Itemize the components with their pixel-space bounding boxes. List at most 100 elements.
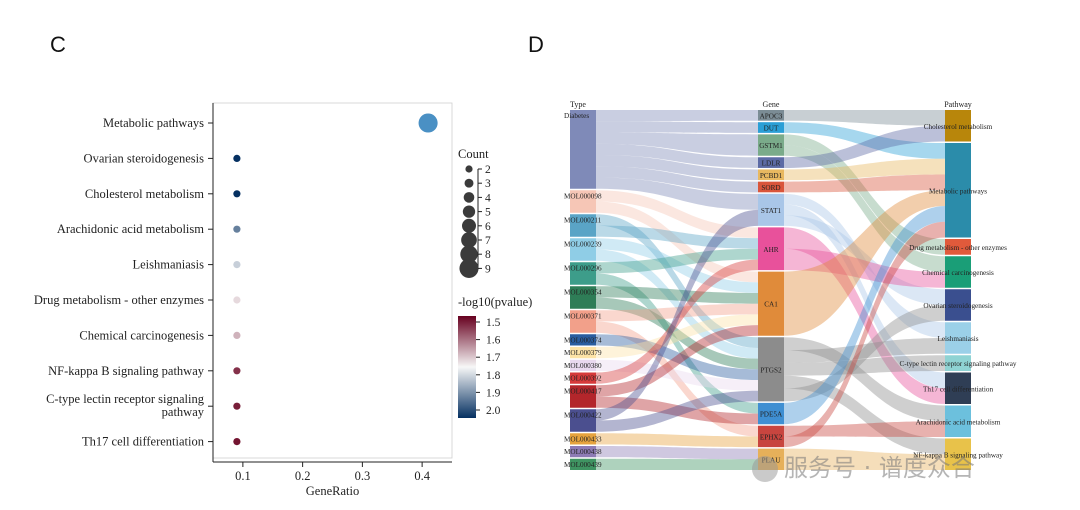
node-label: MOL000211 <box>564 216 602 224</box>
size-legend-label: 2 <box>485 164 491 176</box>
node-label: MOL000239 <box>564 240 602 248</box>
x-tick-label: 0.4 <box>414 469 430 483</box>
color-legend-label: 1.8 <box>486 370 501 382</box>
sankey-node <box>758 169 784 181</box>
sankey-chart: Type Gene Pathway Diabetes MOL000098 MOL00021… <box>564 100 1017 470</box>
node-label: MOL000417 <box>564 387 602 395</box>
sankey-link <box>596 297 758 370</box>
size-legend-circle <box>464 178 474 188</box>
node-label: Drug metabolism - other enzymes <box>909 244 1007 252</box>
sankey-link <box>596 155 758 181</box>
data-point <box>233 438 241 446</box>
y-tick-label: NF-kappa B signaling pathway <box>48 364 205 378</box>
sankey-link <box>784 221 945 448</box>
sankey-link <box>784 190 945 336</box>
sankey-node <box>570 347 596 359</box>
node-label: NF-kappa B signaling pathway <box>913 451 1003 459</box>
sankey-link <box>596 286 758 304</box>
data-point <box>418 113 438 133</box>
data-point <box>233 154 241 162</box>
node-label: MOL000379 <box>564 349 602 357</box>
y-tick-label: Leishmaniasis <box>132 258 204 272</box>
size-legend-circle <box>463 192 475 203</box>
node-label: PCBD1 <box>760 172 783 180</box>
color-legend-label: 1.5 <box>486 317 501 329</box>
sankey-node <box>945 256 971 288</box>
y-tick-label: Cholesterol metabolism <box>85 187 204 201</box>
node-label: PTGS2 <box>760 366 782 374</box>
plot-area <box>212 102 453 459</box>
sankey-node <box>758 122 784 133</box>
size-legend-label: 7 <box>485 235 491 247</box>
data-point <box>233 261 241 269</box>
size-legend-label: 4 <box>485 192 491 204</box>
sankey-node <box>758 402 784 425</box>
column-title: Gene <box>763 100 780 109</box>
sankey-link <box>596 201 758 283</box>
sankey-node <box>758 110 784 121</box>
sankey-link <box>784 110 945 126</box>
data-point <box>233 190 241 198</box>
node-label: MOL000098 <box>564 192 602 200</box>
node-label: MOL000296 <box>564 264 602 272</box>
sankey-link <box>784 158 945 181</box>
sankey-node <box>570 334 596 346</box>
color-legend-label: 2.0 <box>486 405 501 417</box>
y-tick-label: Metabolic pathways <box>103 116 204 130</box>
node-label: Chemical carcinogenesis <box>922 269 994 277</box>
sankey-node <box>570 238 596 261</box>
node-label: Cholesterol metabolism <box>924 123 993 131</box>
sankey-link <box>596 433 758 448</box>
sankey-node <box>570 359 596 371</box>
color-legend-label: 1.9 <box>486 387 501 399</box>
sankey-node <box>945 239 971 255</box>
watermark: 服务号 · 谱度众合 <box>752 448 975 483</box>
size-legend-circle <box>461 232 477 248</box>
size-legend-circle <box>462 205 476 218</box>
sankey-link <box>784 248 945 288</box>
sankey-link <box>596 121 758 133</box>
sankey-link <box>596 248 758 274</box>
sankey-node <box>570 458 596 470</box>
sankey-node <box>570 409 596 432</box>
node-label: MOL000374 <box>564 336 602 344</box>
x-tick-label: 0.2 <box>295 469 311 483</box>
sankey-link <box>596 321 758 437</box>
node-label: MOL000422 <box>564 411 602 419</box>
node-label: Arachidonic acid metabolism <box>916 418 1001 426</box>
sankey-node <box>945 438 971 470</box>
sankey-link <box>784 174 945 193</box>
sankey-node <box>570 446 596 458</box>
node-label: MOL000439 <box>564 461 602 469</box>
size-legend-circle <box>465 165 473 173</box>
sankey-link <box>596 177 758 210</box>
sankey-node <box>945 143 971 238</box>
sankey-link <box>596 273 758 414</box>
sankey-node <box>758 181 784 193</box>
sankey-link <box>784 421 945 437</box>
watermark-text: 服务号 · 谱度众合 <box>784 454 975 482</box>
data-point <box>233 296 241 304</box>
node-label: Metabolic pathways <box>929 187 987 195</box>
sankey-node <box>570 385 596 408</box>
node-label: C-type lectin receptor signaling pathway <box>900 360 1017 368</box>
size-legend-circle <box>459 258 479 278</box>
sankey-link <box>596 446 758 460</box>
node-label: MOL000392 <box>564 375 602 383</box>
sankey-link <box>596 325 758 397</box>
sankey-link <box>596 214 758 348</box>
node-label: PDE5A <box>760 411 783 419</box>
node-label: Th17 cell differentiation <box>923 385 994 393</box>
sankey-link <box>596 110 758 122</box>
color-legend-bar <box>458 316 476 418</box>
column-title: Type <box>570 100 586 109</box>
sankey-link <box>596 225 758 249</box>
sankey-node <box>570 286 596 309</box>
y-tick-label: Drug metabolism - other enzymes <box>34 293 204 307</box>
sankey-link <box>596 396 758 425</box>
sankey-link <box>784 375 945 455</box>
sankey-link <box>784 125 945 168</box>
sankey-node <box>758 227 784 271</box>
y-tick-label: Ovarian steroidogenesis <box>84 151 205 165</box>
size-legend-label: 8 <box>485 249 491 261</box>
